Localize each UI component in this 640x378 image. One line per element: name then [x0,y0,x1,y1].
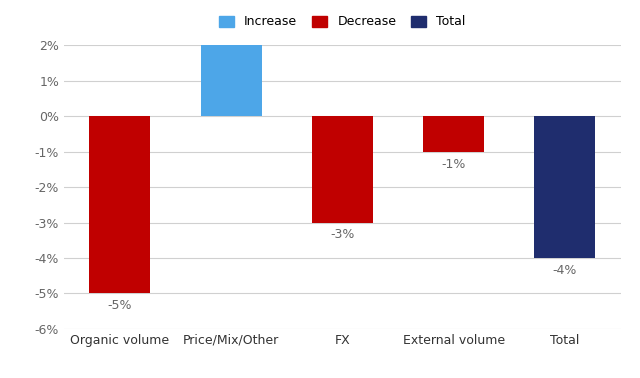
Text: -5%: -5% [108,299,132,312]
Bar [200,0,262,116]
Bar [90,116,150,293]
Bar [312,116,373,223]
Legend: Increase, Decrease, Total: Increase, Decrease, Total [214,11,470,33]
Text: -3%: -3% [330,228,355,242]
Text: -4%: -4% [553,264,577,277]
Text: -1%: -1% [442,158,466,170]
Bar [534,116,595,258]
Bar [423,116,484,152]
